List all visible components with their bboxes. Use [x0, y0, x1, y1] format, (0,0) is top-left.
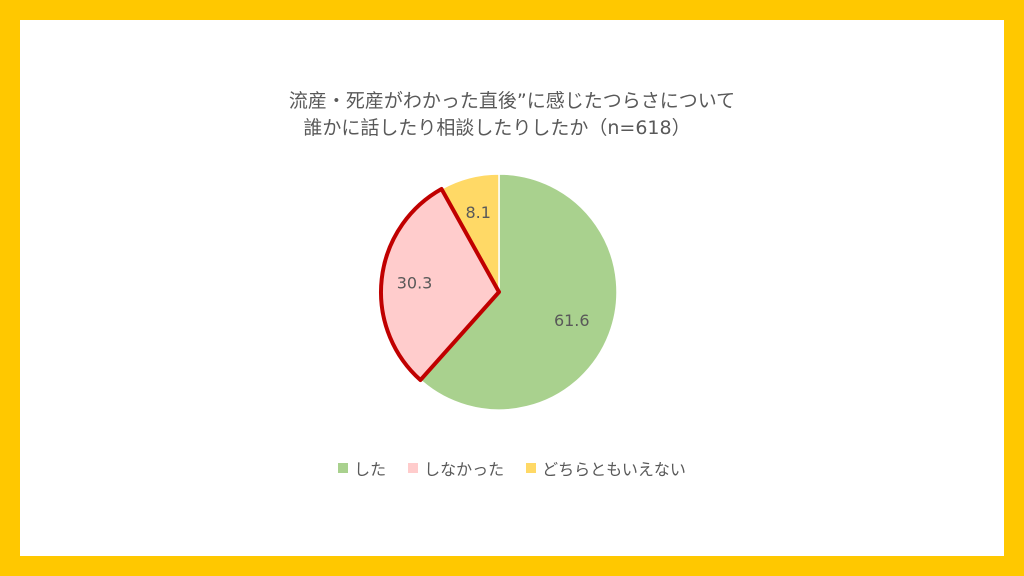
chart-title-line-1: 流産・死産がわかった直後”に感じたつらさについて: [288, 90, 736, 112]
data-label-2: 8.1: [465, 203, 490, 222]
legend-swatch-neither: [526, 463, 537, 473]
legend-swatch-did-not: [408, 463, 419, 473]
legend-label-did: した: [354, 460, 387, 479]
pie-slice-0: [419, 173, 618, 411]
pie-chart: 61.6 30.3 8.1: [379, 173, 618, 411]
legend-item-neither: どちらともいえない: [526, 456, 686, 480]
chart-slide: 流産・死産がわかった直後”に感じたつらさについて 誰かに話したり相談したりしたか…: [20, 20, 1004, 556]
chart-title: 流産・死産がわかった直後”に感じたつらさについて 誰かに話したり相談したりしたか…: [20, 88, 1004, 142]
legend-label-did-not: しなかった: [424, 460, 505, 479]
pie-slice-1: [379, 186, 501, 383]
data-label-1: 30.3: [397, 274, 433, 293]
chart-legend: した しなかった どちらともいえない: [20, 456, 1004, 480]
legend-swatch-did: [338, 463, 349, 473]
legend-label-neither: どちらともいえない: [542, 460, 686, 479]
legend-item-did: した: [338, 456, 386, 480]
data-label-0: 61.6: [554, 311, 590, 330]
legend-item-did-not: しなかった: [408, 456, 504, 480]
chart-title-line-2: 誰かに話したり相談したりしたか（n=618）: [303, 117, 691, 139]
